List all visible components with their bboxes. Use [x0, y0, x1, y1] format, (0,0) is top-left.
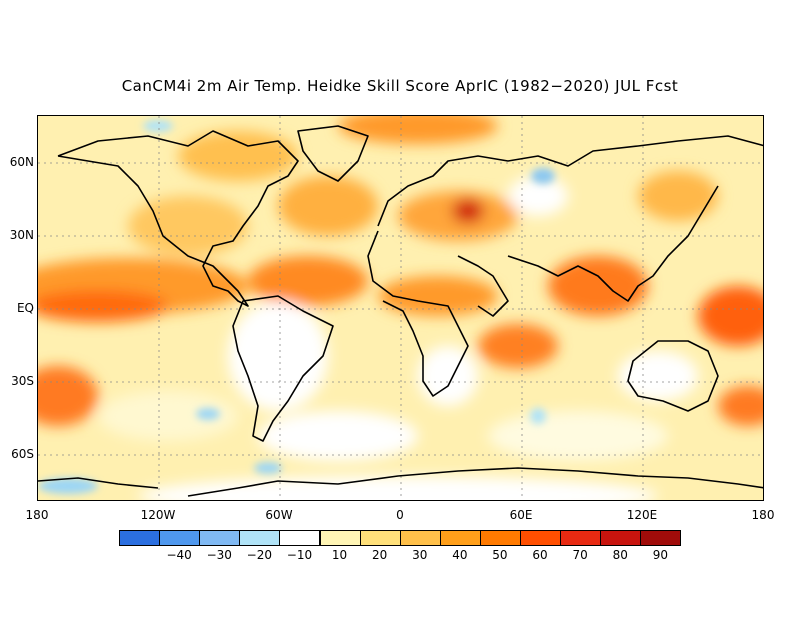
negative-skill-patches	[38, 120, 555, 494]
colorbar-tick-label: 70	[572, 548, 588, 562]
colorbar-swatch	[119, 530, 161, 546]
colorbar-tick-label: 90	[652, 548, 668, 562]
lon-label-180w: 180	[25, 508, 49, 522]
colorbar-tick-label: −30	[206, 548, 232, 562]
colorbar-tick-label: 40	[452, 548, 468, 562]
lat-label-60n: 60N	[9, 155, 34, 169]
lon-label-60w: 60W	[265, 508, 293, 522]
colorbar-swatch	[439, 530, 481, 546]
colorbar-tick-label: −40	[166, 548, 192, 562]
colorbar-swatch	[359, 530, 401, 546]
skill-field	[38, 116, 763, 500]
colorbar-swatch	[159, 530, 201, 546]
colorbar-swatch	[560, 530, 602, 546]
lon-label-0: 0	[396, 508, 404, 522]
coastlines	[38, 125, 763, 497]
colorbar-tick-label: 60	[532, 548, 548, 562]
colorbar-swatch	[479, 530, 521, 546]
colorbar-swatch	[279, 530, 321, 546]
colorbar-tick-label: 20	[372, 548, 388, 562]
colorbar-swatch	[600, 530, 642, 546]
colorbar-swatch	[399, 530, 441, 546]
lat-label-30n: 30N	[9, 228, 34, 242]
colorbar-tick-label: 30	[412, 548, 428, 562]
colorbar-swatch	[520, 530, 562, 546]
map-canvas	[38, 116, 763, 500]
lon-label-120w: 120W	[140, 508, 176, 522]
map-title: CanCM4i 2m Air Temp. Heidke Skill Score …	[121, 77, 679, 95]
graticule	[38, 116, 763, 500]
colorbar-tick-label: 10	[331, 548, 348, 562]
lat-label-eq: EQ	[16, 301, 34, 315]
lon-label-60e: 60E	[509, 508, 533, 522]
colorbar-tick-label: −10	[286, 548, 313, 562]
colorbar-tick-label: 80	[612, 548, 628, 562]
colorbar-swatch	[640, 530, 682, 546]
lat-label-60s: 60S	[11, 447, 34, 461]
lon-label-120e: 120E	[626, 508, 658, 522]
lat-label-30s: 30S	[11, 374, 34, 388]
colorbar-swatch	[319, 530, 361, 546]
colorbar-tick-label: 50	[492, 548, 508, 562]
lon-label-180e: 180	[751, 508, 775, 522]
skill-score-map	[37, 115, 764, 501]
colorbar-swatch	[239, 530, 281, 546]
colorbar-swatch	[199, 530, 241, 546]
colorbar-tick-label: −20	[246, 548, 272, 562]
